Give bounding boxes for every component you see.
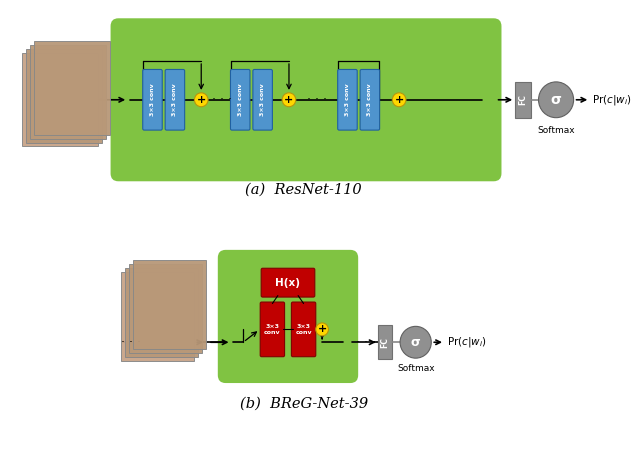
FancyBboxPatch shape xyxy=(165,70,185,130)
FancyBboxPatch shape xyxy=(338,70,357,130)
Bar xyxy=(125,268,198,357)
Text: FC: FC xyxy=(381,337,390,348)
Bar xyxy=(132,260,205,349)
Text: +: + xyxy=(196,95,206,105)
Bar xyxy=(33,41,109,135)
Bar xyxy=(129,264,202,353)
Text: 3×3 conv: 3×3 conv xyxy=(345,83,350,116)
FancyBboxPatch shape xyxy=(143,70,162,130)
Text: · · ·: · · · xyxy=(212,93,232,106)
Text: (b)  BReG-Net-39: (b) BReG-Net-39 xyxy=(239,397,367,411)
FancyBboxPatch shape xyxy=(291,302,316,357)
Text: σ: σ xyxy=(550,93,561,107)
Text: σ: σ xyxy=(411,336,420,349)
Text: $\mathrm{Pr}(c|w_i)$: $\mathrm{Pr}(c|w_i)$ xyxy=(447,335,486,349)
FancyBboxPatch shape xyxy=(111,18,502,181)
Bar xyxy=(29,45,106,138)
Circle shape xyxy=(195,93,208,107)
FancyBboxPatch shape xyxy=(218,250,358,383)
Text: (a)  ResNet-110: (a) ResNet-110 xyxy=(245,182,362,196)
Text: FC: FC xyxy=(518,94,527,105)
Circle shape xyxy=(392,93,406,107)
FancyBboxPatch shape xyxy=(260,302,285,357)
Text: +: + xyxy=(317,324,327,334)
Text: +: + xyxy=(394,95,404,105)
Bar xyxy=(26,49,102,142)
Text: 3×3 conv: 3×3 conv xyxy=(150,83,155,116)
Text: · · ·: · · · xyxy=(307,93,327,106)
Bar xyxy=(515,82,531,118)
FancyBboxPatch shape xyxy=(360,70,380,130)
Text: 3×3
conv: 3×3 conv xyxy=(295,324,312,335)
Text: H(x): H(x) xyxy=(275,278,301,288)
Text: 3×3 conv: 3×3 conv xyxy=(260,83,265,116)
Bar xyxy=(22,53,98,147)
Circle shape xyxy=(316,323,328,336)
FancyBboxPatch shape xyxy=(261,268,315,297)
Text: $\mathrm{Pr}(c|w_i)$: $\mathrm{Pr}(c|w_i)$ xyxy=(592,93,632,107)
Circle shape xyxy=(538,82,573,118)
Text: Softmax: Softmax xyxy=(397,364,435,373)
Text: 3×3 conv: 3×3 conv xyxy=(237,83,243,116)
Text: · · ·: · · · xyxy=(121,336,141,349)
Text: +: + xyxy=(284,95,294,105)
Circle shape xyxy=(400,326,431,358)
FancyBboxPatch shape xyxy=(253,70,273,130)
Text: 3×3
conv: 3×3 conv xyxy=(264,324,281,335)
Text: Softmax: Softmax xyxy=(537,126,575,135)
Bar xyxy=(121,272,194,361)
Text: 3×3 conv: 3×3 conv xyxy=(367,83,372,116)
Bar xyxy=(378,325,392,359)
Circle shape xyxy=(282,93,296,107)
Text: · · ·: · · · xyxy=(356,336,376,349)
FancyBboxPatch shape xyxy=(230,70,250,130)
Text: 3×3 conv: 3×3 conv xyxy=(172,83,177,116)
